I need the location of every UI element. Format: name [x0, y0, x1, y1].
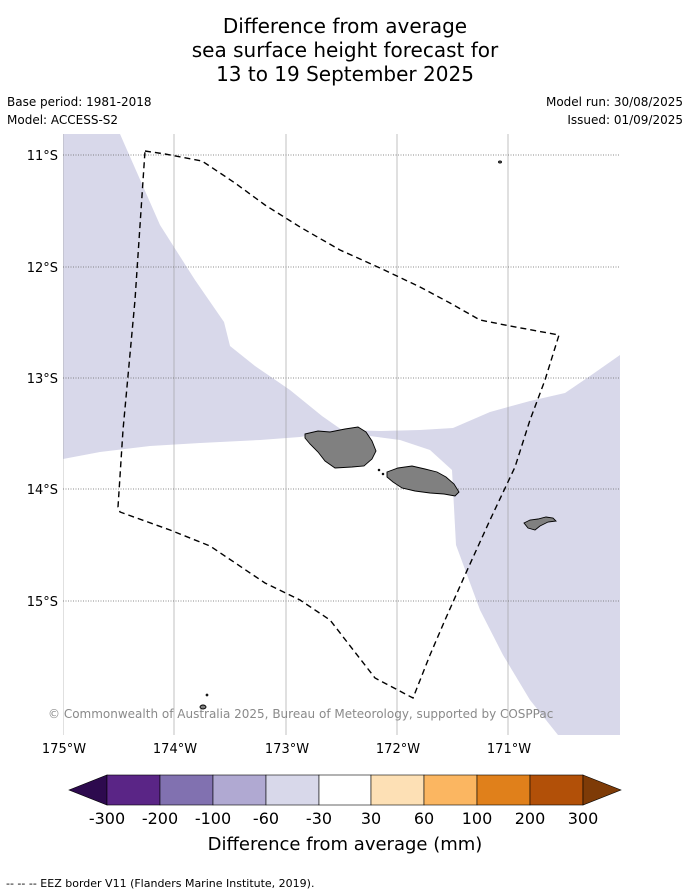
lat-label-11s: 11°S: [27, 149, 58, 164]
model-run-date: Model run: 30/08/2025: [545, 95, 683, 109]
colorbar-tick-3: -100: [195, 809, 231, 828]
islet-south: [199, 704, 207, 710]
savaii-island: [304, 426, 377, 469]
negative-anomaly-region-east: [342, 355, 620, 735]
colorbar-low-extend: [68, 774, 108, 806]
colorbar-tick-5: -30: [306, 809, 332, 828]
colorbar-bin-3: [212, 774, 267, 806]
colorbar-bin-9: [529, 774, 584, 806]
colorbar-tick-labels: -300 -200 -100 -60 -30 30 60 100 200 300: [89, 809, 598, 828]
colorbar-title: Difference from average (mm): [208, 834, 483, 855]
colorbar-tick-10: 300: [568, 809, 599, 828]
forecast-map-figure: 11°S 12°S 13°S 14°S 15°S 175°W 174°W 173…: [27, 134, 622, 855]
lat-label-13s: 13°S: [27, 372, 58, 387]
colorbar-tick-2: -200: [142, 809, 178, 828]
strait-islet-2: [381, 472, 385, 476]
colorbar-bin-5: [318, 774, 372, 806]
colorbar-bin-8: [476, 774, 531, 806]
colorbar-tick-1: -300: [89, 809, 125, 828]
land-masses: [199, 160, 557, 710]
colorbar-tick-9: 200: [515, 809, 546, 828]
colorbar-high-extend: [582, 774, 622, 806]
graticule-meridians: [63, 134, 509, 735]
lon-label-175w: 175°W: [42, 742, 86, 757]
upolu-island: [386, 465, 460, 497]
colorbar-tick-8: 100: [462, 809, 493, 828]
lon-label-172w: 172°W: [376, 742, 420, 757]
eez-legend-note: -- -- -- EEZ border V11 (Flanders Marine…: [6, 877, 315, 890]
map-area: [63, 134, 620, 735]
map-title: Difference from average sea surface heig…: [0, 14, 690, 86]
colorbar-tick-7: 60: [414, 809, 434, 828]
lat-label-15s: 15°S: [27, 595, 58, 610]
colorbar-tick-6: 30: [361, 809, 381, 828]
issued-date: Issued: 01/09/2025: [567, 113, 683, 127]
tutuila-island: [523, 516, 557, 531]
colorbar-bin-1: [106, 774, 161, 806]
lat-label-12s: 12°S: [27, 261, 58, 276]
swains-island: [498, 160, 502, 164]
colorbar-bin-6: [370, 774, 425, 806]
colorbar-bin-7: [423, 774, 478, 806]
model-name: Model: ACCESS-S2: [7, 113, 119, 127]
graticule-parallels: [63, 154, 620, 602]
lon-label-174w: 174°W: [153, 742, 197, 757]
base-period: Base period: 1981-2018: [7, 95, 152, 109]
islet-south-small: [205, 693, 209, 697]
copyright-notice: © Commonwealth of Australia 2025, Bureau…: [48, 707, 553, 721]
title-line-1: Difference from average: [222, 14, 468, 38]
colorbar-tick-4: -60: [253, 809, 279, 828]
eez-border: [117, 150, 560, 699]
lon-label-171w: 171°W: [487, 742, 531, 757]
colorbar: [68, 774, 622, 806]
colorbar-bin-4: [265, 774, 320, 806]
strait-islet-1: [377, 468, 381, 472]
colorbar-bin-2: [159, 774, 214, 806]
title-line-2: sea surface height forecast for: [191, 38, 499, 62]
negative-anomaly-region-west: [63, 134, 342, 459]
title-line-3: 13 to 19 September 2025: [216, 62, 474, 86]
lat-label-14s: 14°S: [27, 483, 58, 498]
lon-label-173w: 173°W: [265, 742, 309, 757]
